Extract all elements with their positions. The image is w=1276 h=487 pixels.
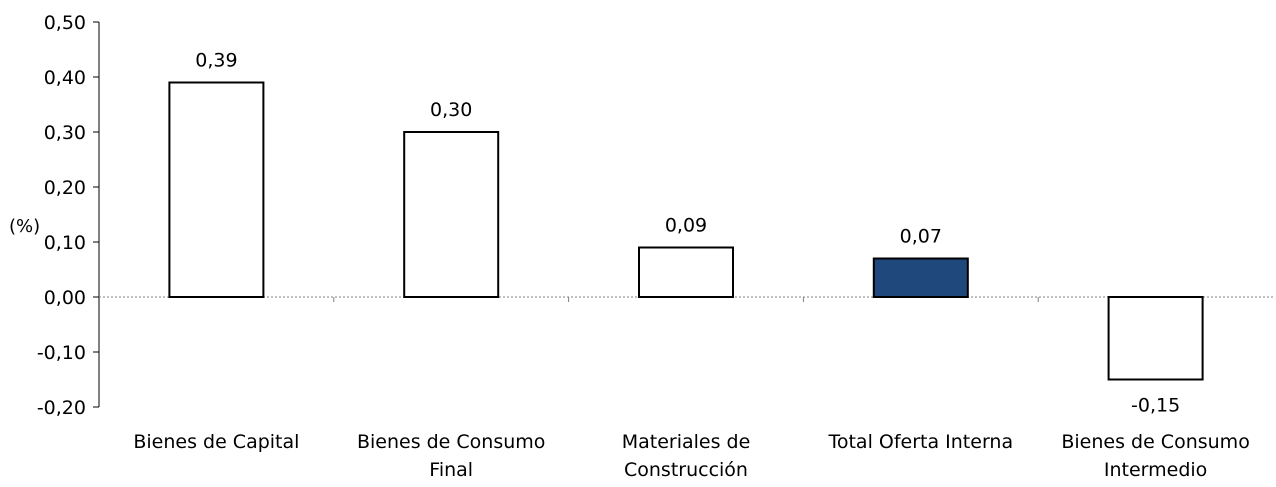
y-tick-label: 0,50 [44,12,86,34]
category-label-line: Bienes de Consumo [357,431,545,453]
category-label-line: Total Oferta Interna [827,431,1013,453]
value-label: -0,15 [1131,395,1180,417]
category-label-line: Bienes de Capital [133,431,299,453]
category-label-line: Materiales de [622,431,751,453]
bar [1107,296,1204,381]
y-tick-label: 0,00 [44,287,86,309]
category-label: Bienes de Capital [133,431,299,453]
value-label: 0,30 [430,99,472,121]
axis-layer: -0,20 -0,10 0,00 0,10 0,20 0,30 0,40 0,50 [37,12,1273,419]
value-label: 0,07 [900,226,942,248]
y-tick-label: 0,10 [44,232,86,254]
bar-layer [168,81,1204,381]
category-label: Bienes de Consumo Final [357,431,545,481]
category-label-line: Intermedio [1104,459,1207,481]
y-tick-label: 0,20 [44,177,86,199]
category-label-line: Bienes de Consumo [1061,431,1249,453]
bar [168,81,265,298]
category-label-line: Construcción [624,459,748,481]
y-tick-label: -0,10 [37,342,86,364]
bar [403,131,500,298]
category-label: Bienes de Consumo Intermedio [1061,431,1249,481]
y-tick-label: 0,40 [44,67,86,89]
category-label: Materiales de Construcción [622,431,751,481]
y-tick-label: -0,20 [37,397,86,419]
bar [872,257,969,298]
label-layer: 0,39 Bienes de Capital 0,30 Bienes de Consu… [133,50,1249,482]
y-tick-label: 0,30 [44,122,86,144]
category-label-line: Final [429,459,473,481]
bar [638,246,734,298]
value-label: 0,39 [195,50,237,72]
category-label: Total Oferta Interna [827,431,1013,453]
value-label: 0,09 [665,215,707,237]
y-axis-label: (%) [9,216,40,237]
